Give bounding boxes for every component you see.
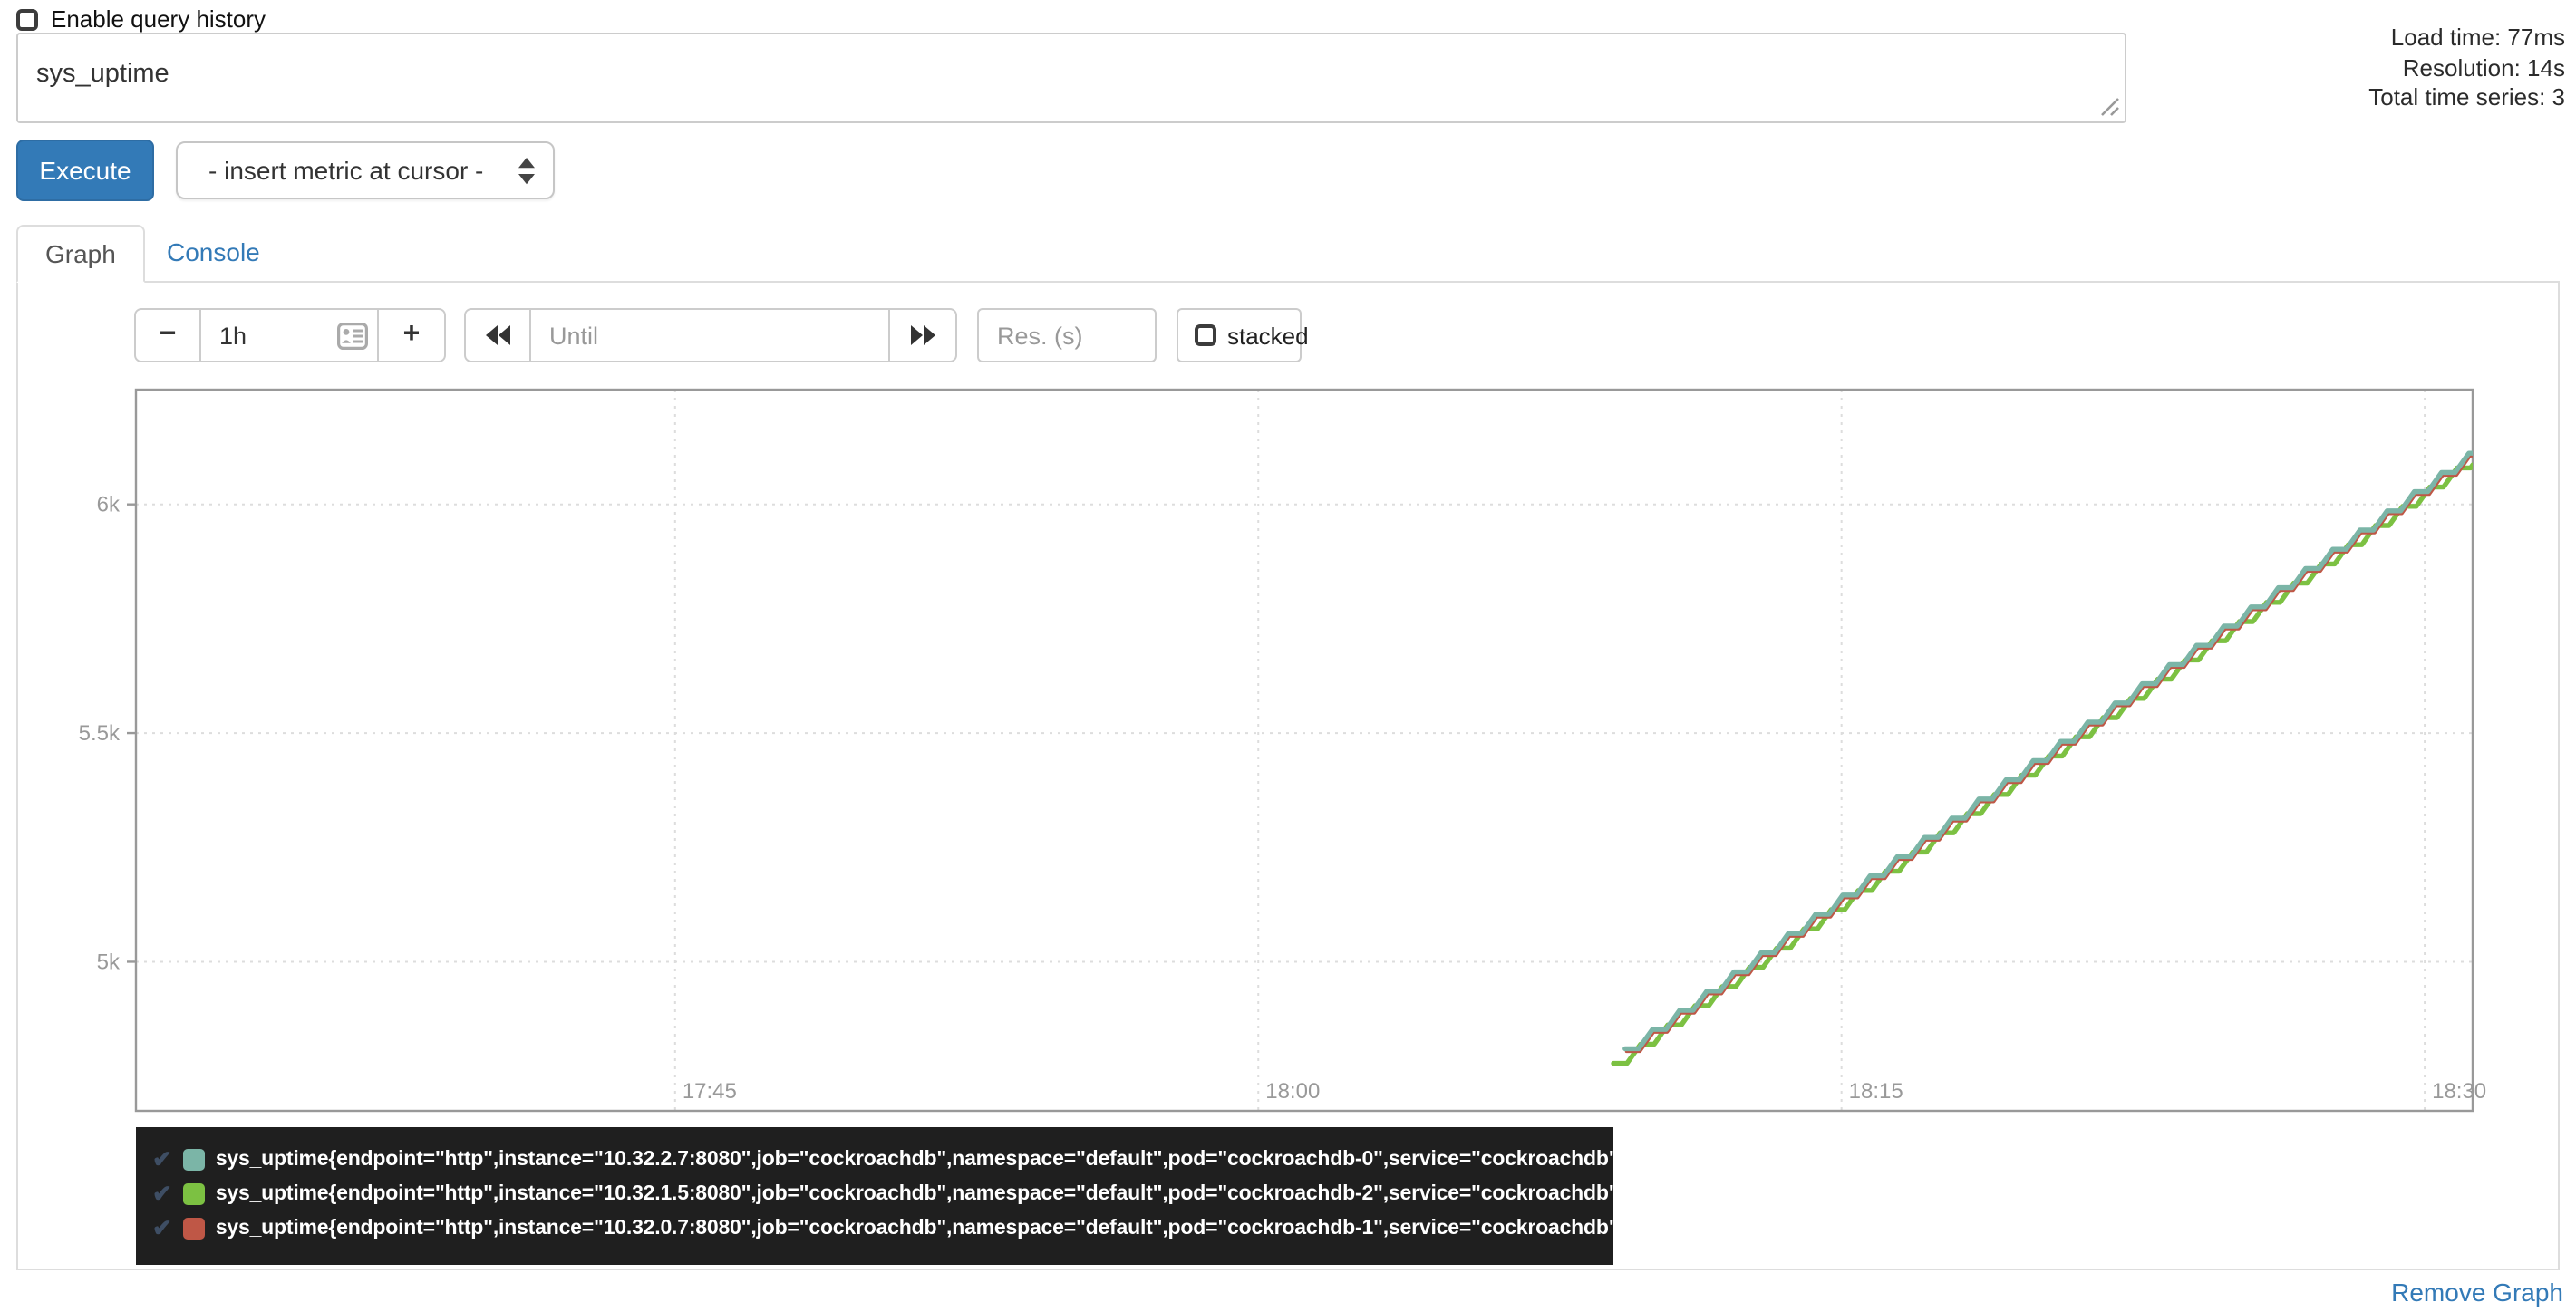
query-history-checkbox[interactable]: [16, 8, 38, 30]
query-history-label: Enable query history: [51, 5, 266, 33]
until-input-wrap: [529, 308, 890, 362]
duration-picker-icon[interactable]: [337, 323, 368, 350]
execute-button[interactable]: Execute: [16, 140, 154, 201]
until-input[interactable]: [531, 322, 857, 349]
x-axis-label: 18:30: [2432, 1079, 2486, 1104]
legend-row-1[interactable]: ✔ sys_uptime{endpoint="http",instance="10…: [152, 1176, 1626, 1211]
rewind-icon: [486, 325, 510, 345]
legend-series-label: sys_uptime{endpoint="http",instance="10.…: [215, 1148, 1627, 1170]
plot-border: [134, 388, 2474, 1113]
query-history-row: Enable query history: [16, 5, 266, 33]
duration-input[interactable]: [201, 322, 328, 349]
x-axis-label: 17:45: [683, 1079, 737, 1104]
fast-forward-icon: [910, 325, 935, 345]
stacked-toggle[interactable]: stacked: [1177, 308, 1309, 362]
legend-check-icon[interactable]: ✔: [152, 1180, 172, 1207]
time-back-button[interactable]: [464, 308, 531, 362]
remove-graph-link[interactable]: Remove Graph: [2391, 1278, 2563, 1307]
legend-check-icon[interactable]: ✔: [152, 1145, 172, 1172]
insert-metric-selected-option: - insert metric at cursor -: [208, 156, 484, 185]
legend-row-2[interactable]: ✔ sys_uptime{endpoint="http",instance="10…: [152, 1211, 1626, 1245]
chart-legend: ✔ sys_uptime{endpoint="http",instance="10…: [136, 1127, 1626, 1265]
stacked-checkbox[interactable]: [1195, 324, 1216, 346]
load-time: Load time: 77ms: [2390, 24, 2565, 51]
y-axis-label: 6k: [97, 493, 121, 517]
insert-metric-select[interactable]: - insert metric at cursor -: [176, 141, 555, 199]
uptime-line-chart: 5k 5.5k 6k 17:45 18:00 18:15 18:30: [79, 388, 2486, 1113]
series-group: [1611, 450, 2473, 1066]
duration-input-wrap: [199, 308, 379, 362]
query-expression-input[interactable]: sys_uptime: [16, 33, 2126, 123]
resolution-input[interactable]: [979, 322, 1142, 349]
legend-series-label: sys_uptime{endpoint="http",instance="10.…: [215, 1217, 1627, 1239]
select-stepper-icon: [518, 157, 535, 184]
legend-color-swatch: [182, 1148, 205, 1170]
y-axis-label: 5.5k: [79, 721, 121, 746]
legend-row-0[interactable]: ✔ sys_uptime{endpoint="http",instance="10…: [152, 1142, 1626, 1176]
resize-grip-icon[interactable]: [2097, 94, 2121, 118]
query-stats: Load time: 77ms Resolution: 14s Total ti…: [2368, 24, 2565, 113]
tab-graph[interactable]: Graph: [16, 225, 145, 283]
legend-check-icon[interactable]: ✔: [152, 1214, 172, 1241]
range-grow-button[interactable]: +: [377, 308, 446, 362]
series-line-cockroachdb-1: [1624, 454, 2473, 1054]
x-axis-label: 18:00: [1265, 1079, 1320, 1104]
resolution-input-wrap: [977, 308, 1157, 362]
series-line-cockroachdb-0: [1622, 450, 2473, 1052]
legend-series-label: sys_uptime{endpoint="http",instance="10.…: [215, 1182, 1627, 1204]
legend-color-swatch: [182, 1182, 205, 1204]
tab-console[interactable]: Console: [167, 237, 260, 266]
range-shrink-button[interactable]: −: [134, 308, 201, 362]
query-input-wrap: sys_uptime: [16, 33, 2126, 123]
legend-color-swatch: [182, 1217, 205, 1239]
x-axis-label: 18:15: [1849, 1079, 1903, 1104]
time-forward-button[interactable]: [888, 308, 957, 362]
stacked-label: stacked: [1227, 322, 1309, 349]
total-time-series: Total time series: 3: [2368, 83, 2565, 111]
y-axis-label: 5k: [97, 950, 121, 974]
resolution: Resolution: 14s: [2402, 53, 2565, 81]
graph-panel: [16, 281, 2560, 1270]
tab-bar-divider: [16, 281, 2560, 283]
